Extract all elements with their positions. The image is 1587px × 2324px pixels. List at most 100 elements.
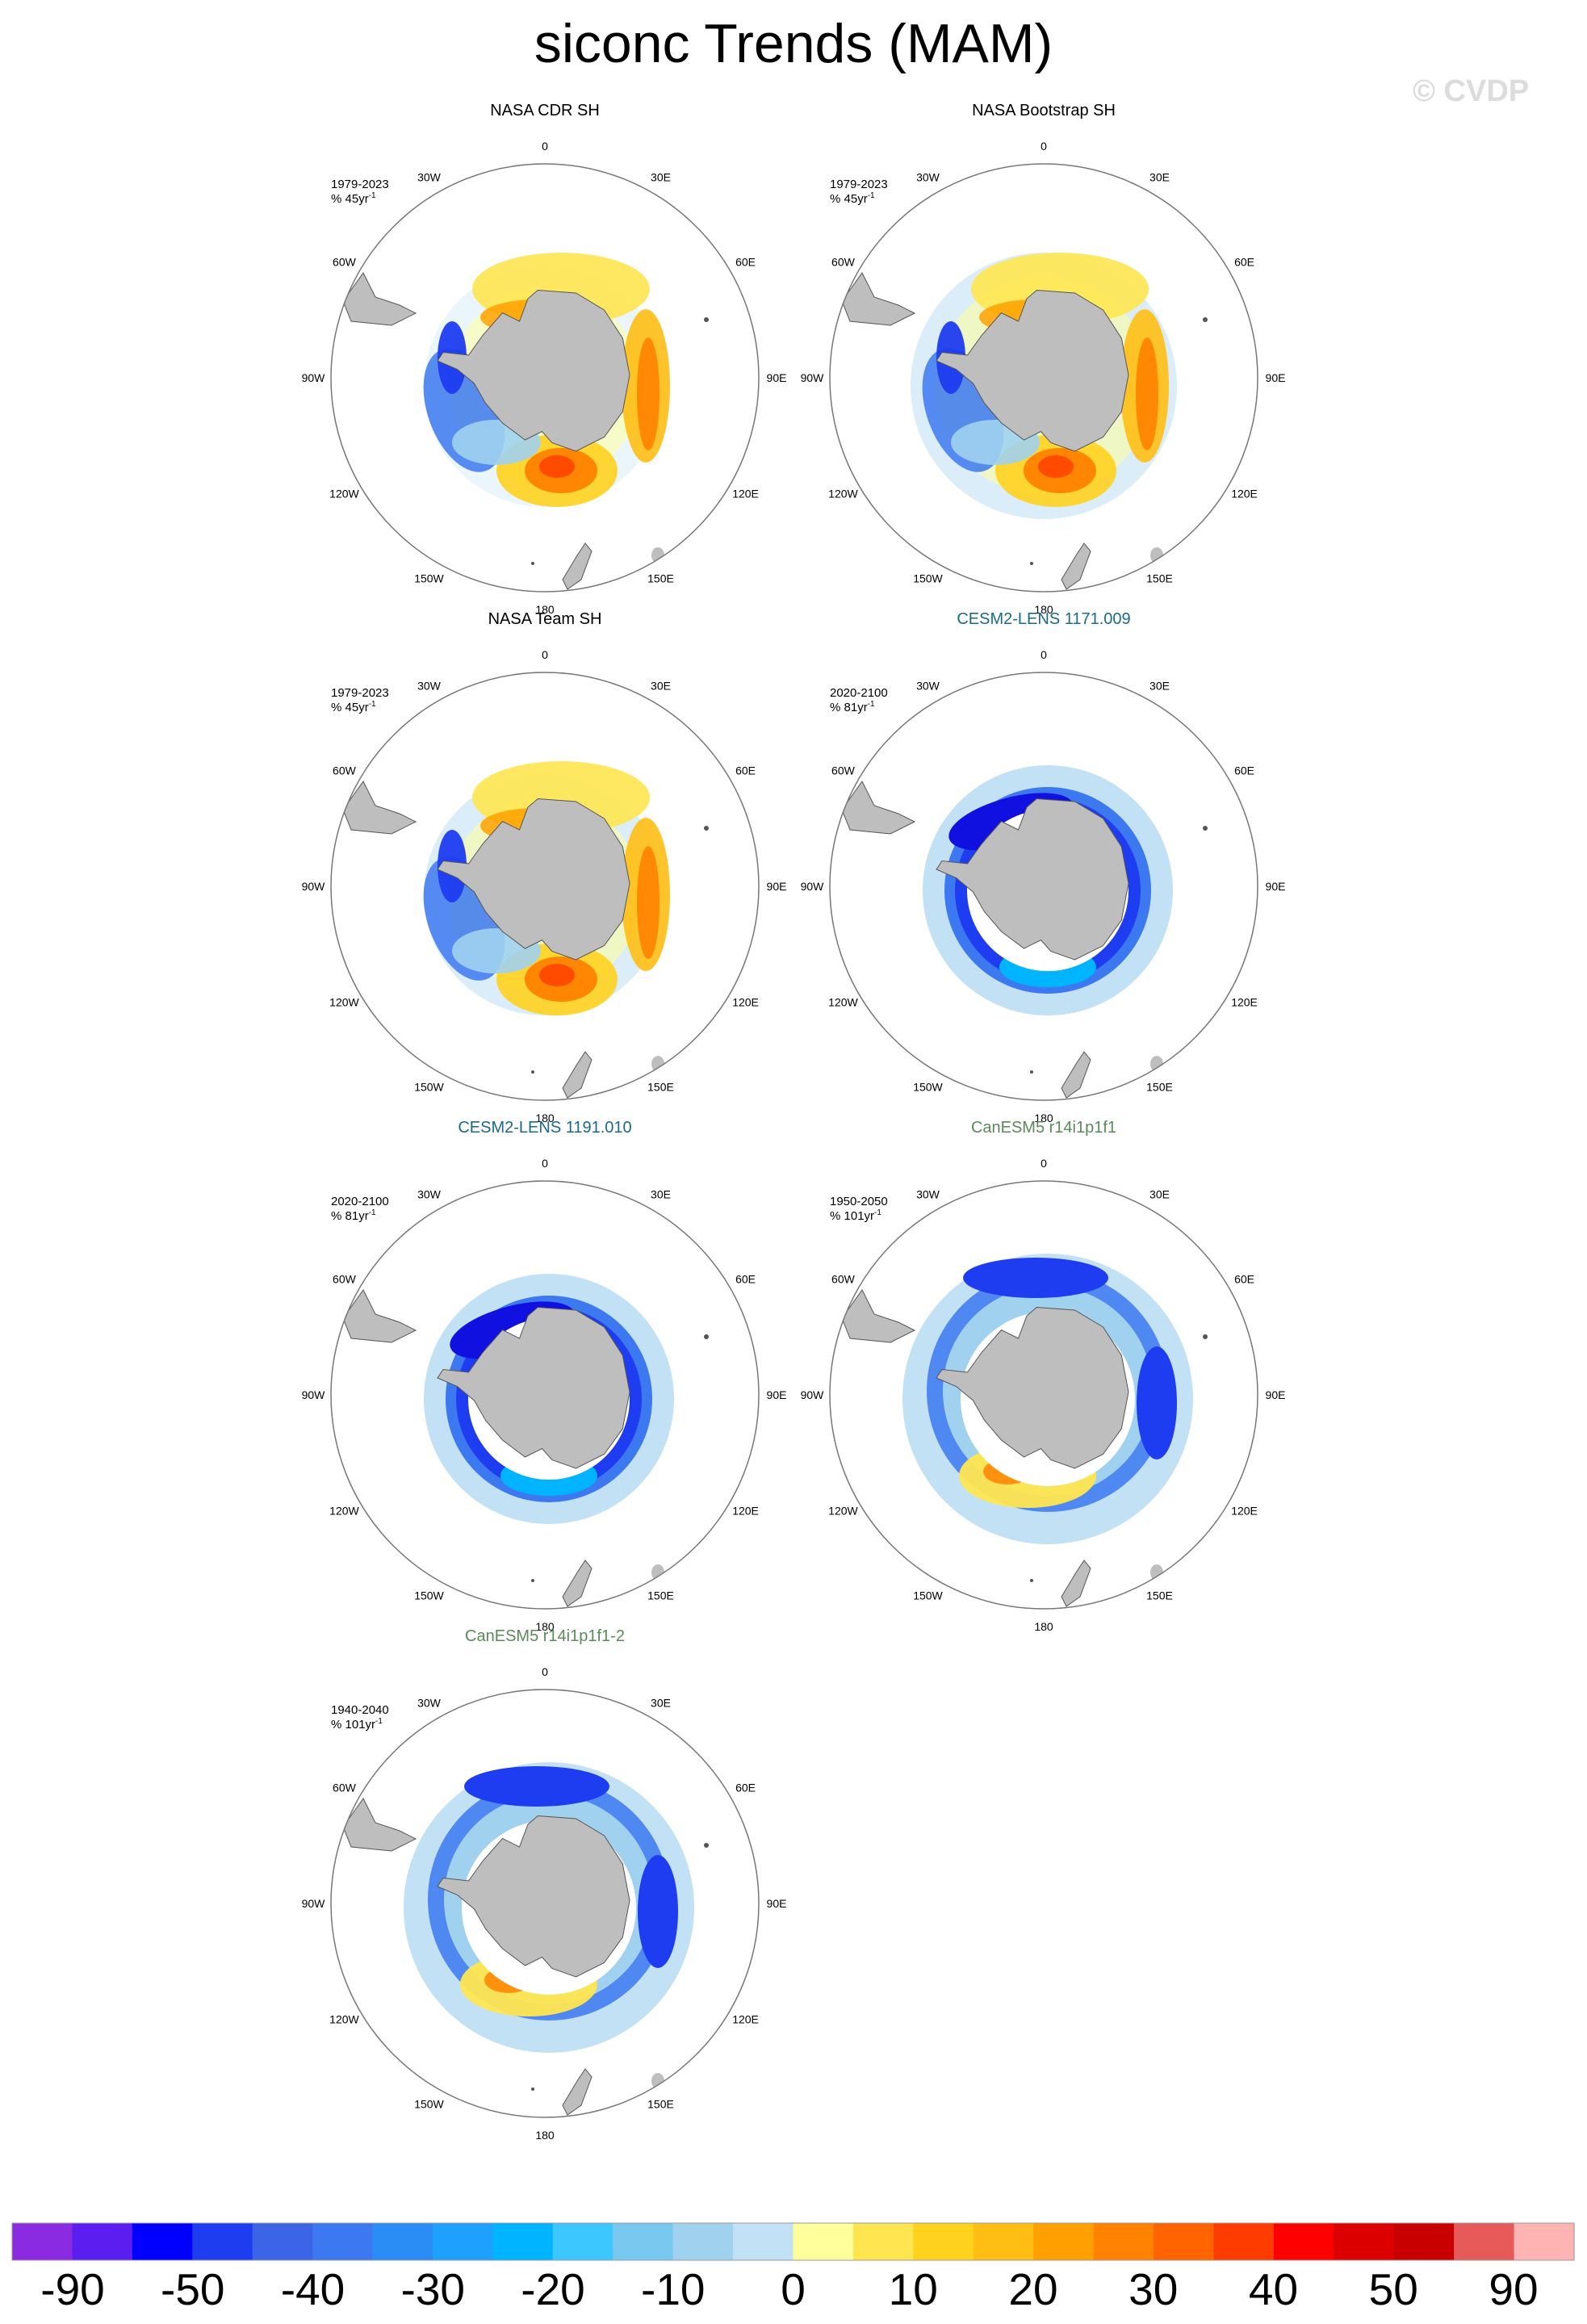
longitude-label: 60E (1234, 764, 1254, 777)
tasmania-landmass (651, 1056, 664, 1072)
antarctica-landmass (437, 1815, 630, 1978)
colorbar-tick-label: 0 (781, 2264, 806, 2314)
colorbar-swatch (1093, 2223, 1154, 2260)
longitude-label: 0 (542, 140, 548, 153)
tasmania-landmass (1150, 1564, 1163, 1581)
longitude-label: 90E (767, 1388, 787, 1401)
units-label: % 101yr-1 (331, 1717, 383, 1731)
longitude-label: 150E (1146, 1589, 1173, 1602)
longitude-label: 30W (417, 1696, 442, 1709)
longitude-label: 120W (329, 996, 359, 1009)
antarctica-landmass (936, 1306, 1129, 1469)
longitude-label: 90W (801, 371, 825, 384)
island-landmass (704, 1843, 709, 1848)
sea-ice-trend-patch (637, 337, 660, 450)
colorbar-swatch (552, 2223, 613, 2260)
watermark: © CVDP (1413, 74, 1530, 108)
new-zealand-landmass (562, 1560, 593, 1607)
longitude-label: 60E (1234, 1273, 1254, 1286)
longitude-label: 90W (801, 880, 825, 893)
longitude-label: 150W (414, 572, 444, 585)
colorbar-swatch (432, 2223, 493, 2260)
island-landmass (1196, 551, 1206, 560)
longitude-label: 60W (333, 1782, 357, 1794)
longitude-label: 90W (302, 880, 326, 893)
longitude-label: 120E (1231, 996, 1258, 1009)
new-zealand-landmass (1061, 1051, 1091, 1099)
colorbar-tick-label: -50 (161, 2264, 225, 2314)
map-interior (841, 253, 1208, 590)
longitude-label: 30W (916, 1187, 940, 1200)
map-boundary (330, 1180, 760, 1610)
longitude-label: 150W (913, 572, 943, 585)
south-america-landmass (841, 1289, 916, 1343)
longitude-label: 30E (651, 1696, 671, 1709)
south-america-landmass (342, 781, 417, 835)
longitude-label: 90W (302, 1388, 326, 1401)
sea-ice-trend-patch (1136, 337, 1158, 450)
colorbar-swatch (1393, 2223, 1455, 2260)
longitude-label: 120E (1231, 1505, 1258, 1518)
antarctica-landmass (936, 289, 1129, 452)
period-label: 1940-2040 (331, 1703, 389, 1717)
colorbar-swatch (312, 2223, 374, 2260)
sea-ice-trend-patch (963, 1258, 1108, 1298)
longitude-label: 60W (333, 764, 357, 777)
island-landmass (1196, 1059, 1206, 1069)
longitude-label: 60W (831, 1273, 856, 1286)
colorbar-swatch (1454, 2223, 1515, 2260)
map-boundary (829, 163, 1258, 593)
longitude-label: 150E (647, 1081, 674, 1094)
longitude-label: 180 (535, 2129, 555, 2142)
island-landmass (1203, 1334, 1208, 1339)
map-panel: 0 30E 60E 90E 120E 150E 180 150W 120W 90W 60W 30W NA… (302, 102, 787, 616)
island-landmass (531, 562, 534, 565)
map-interior (841, 765, 1208, 1099)
colorbar-swatch (733, 2223, 794, 2260)
longitude-label: 90E (1266, 371, 1286, 384)
units-label: % 81yr-1 (830, 700, 875, 714)
island-landmass (1203, 317, 1208, 322)
panel-title: CanESM5 r14i1p1f1-2 (465, 1627, 625, 1645)
longitude-label: 0 (542, 648, 548, 661)
longitude-label: 90E (767, 880, 787, 893)
panel-title: CESM2-LENS 1171.009 (957, 610, 1130, 628)
longitude-label: 180 (535, 1620, 555, 1633)
map-boundary (330, 672, 760, 1101)
colorbar-swatch (252, 2223, 313, 2260)
map-interior (342, 761, 709, 1099)
panel-title: NASA Team SH (488, 610, 602, 628)
longitude-label: 0 (542, 1665, 548, 1678)
colorbar-tick-label: -10 (641, 2264, 706, 2314)
longitude-label: 120W (828, 1505, 858, 1518)
longitude-label: 0 (542, 1157, 548, 1170)
colorbar-tick-label: 10 (889, 2264, 938, 2314)
antarctica-landmass (437, 1306, 630, 1469)
longitude-label: 90E (767, 371, 787, 384)
longitude-label: 60E (735, 256, 756, 269)
island-landmass (531, 1579, 534, 1582)
colorbar-tick-label: 50 (1369, 2264, 1418, 2314)
colorbar-frame (11, 2222, 1575, 2261)
colorbar-swatch (672, 2223, 734, 2260)
longitude-label: 30W (417, 170, 442, 183)
longitude-label: 120E (732, 488, 759, 500)
colorbar-swatch (1213, 2223, 1275, 2260)
island-landmass (1203, 826, 1208, 831)
map-boundary (829, 672, 1258, 1101)
map-boundary (330, 163, 760, 593)
longitude-label: 60E (735, 764, 756, 777)
colorbar-swatch (973, 2223, 1034, 2260)
new-zealand-landmass (562, 542, 593, 590)
longitude-label: 90W (302, 1897, 326, 1910)
colorbar-swatch (1514, 2223, 1575, 2260)
longitude-label: 30E (1149, 170, 1170, 183)
panel-title: CESM2-LENS 1191.010 (458, 1119, 631, 1137)
sea-ice-trend-patch (539, 964, 575, 986)
colorbar-swatch (1334, 2223, 1395, 2260)
panel-title: CanESM5 r14i1p1f1 (971, 1119, 1116, 1137)
map-panel: 0 30E 60E 90E 120E 150E 180 150W 120W 90W 60W 30W NA… (801, 102, 1286, 616)
island-landmass (697, 1059, 707, 1069)
south-america-landmass (342, 1289, 417, 1343)
new-zealand-landmass (562, 2068, 593, 2116)
